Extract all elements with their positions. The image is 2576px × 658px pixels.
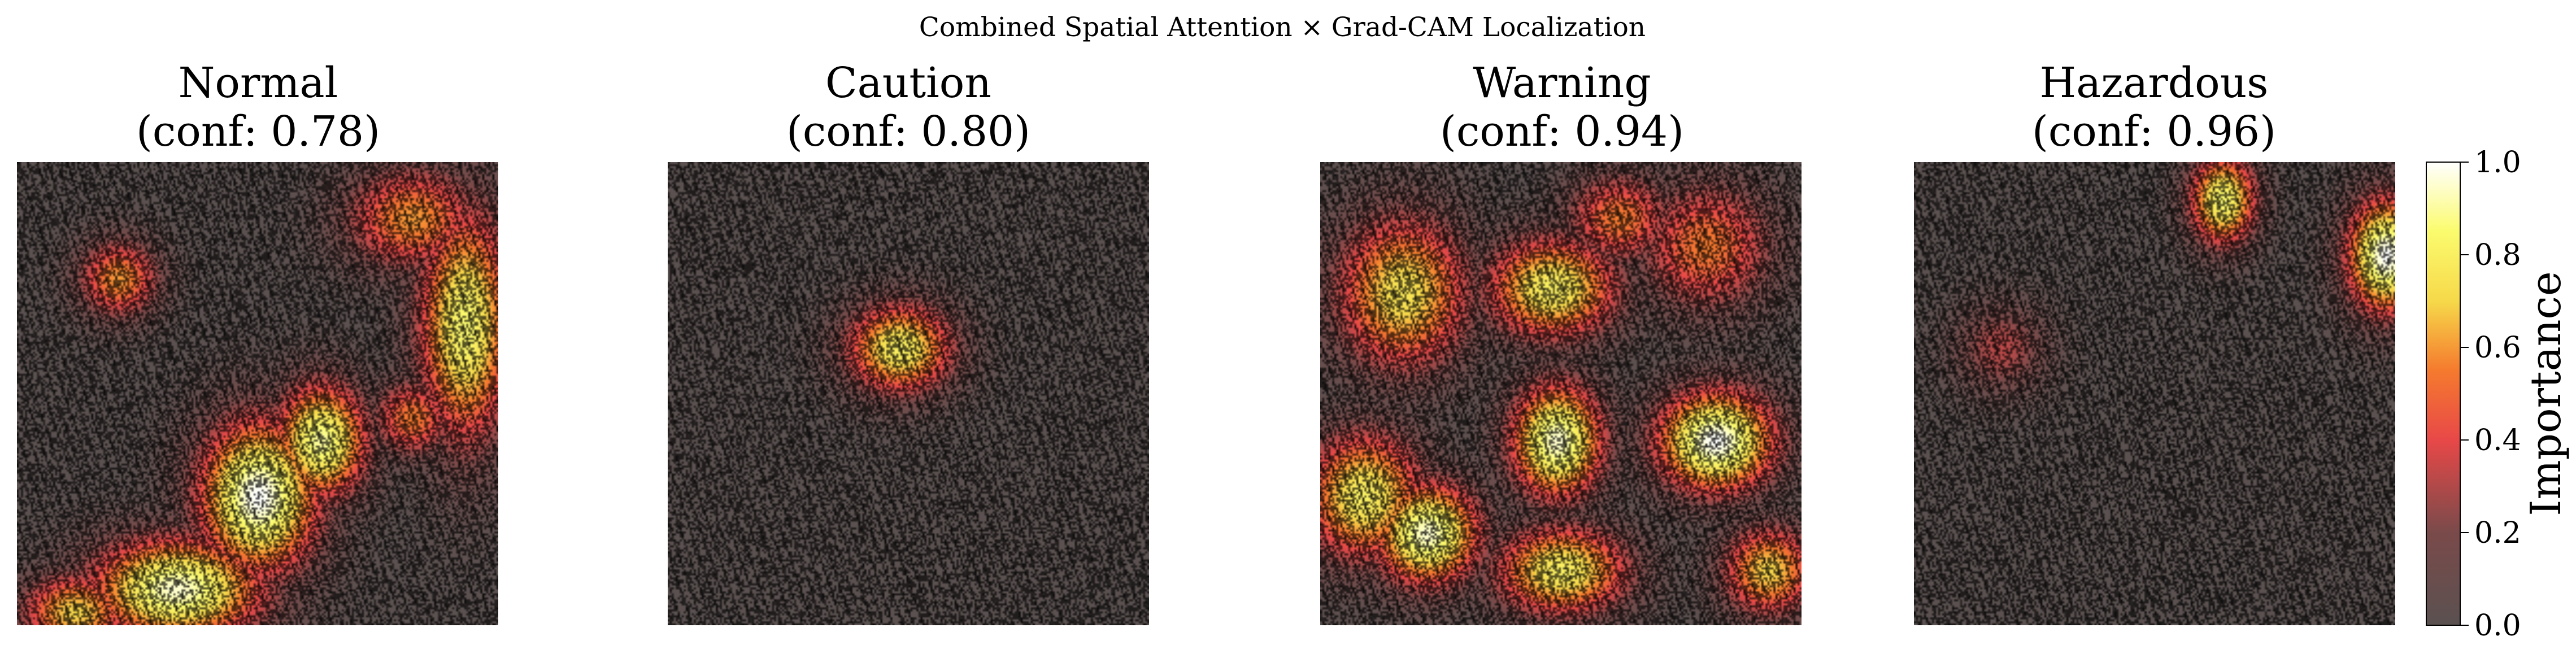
colorbar-tick-label: 0.8	[2474, 238, 2521, 272]
colorbar: 0.0 0.2 0.4 0.6 0.8 1.0 Importance	[2426, 146, 2570, 643]
panel-title-line1: Hazardous	[2040, 59, 2269, 107]
heatmap-image	[1914, 162, 2395, 625]
colorbar-tick-label: 0.6	[2474, 331, 2521, 365]
panel-normal: Normal (conf: 0.78)	[17, 59, 498, 625]
panel-title-line2: (conf: 0.80)	[786, 107, 1030, 156]
panel-title-line1: Normal	[179, 59, 338, 107]
colorbar-gradient	[2426, 162, 2461, 626]
colorbar-tick-label: 1.0	[2474, 146, 2521, 180]
colorbar-label: Importance	[2522, 271, 2570, 516]
colorbar-tick-label: 0.0	[2474, 609, 2521, 643]
panel-title-line1: Warning	[1473, 59, 1651, 107]
panel-title-line2: (conf: 0.96)	[2032, 107, 2276, 156]
heatmap-image	[1320, 162, 1802, 625]
panel-title-line1: Caution	[825, 59, 991, 107]
figure-suptitle: Combined Spatial Attention × Grad-CAM Lo…	[919, 12, 1646, 43]
colorbar-tick-label: 0.4	[2474, 424, 2521, 457]
panel-title-line2: (conf: 0.78)	[136, 107, 380, 156]
colorbar-tick-label: 0.2	[2474, 516, 2521, 550]
heatmap-image	[668, 162, 1149, 625]
panel-warning: Warning (conf: 0.94)	[1320, 59, 1802, 625]
colorbar-ticks: 0.0 0.2 0.4 0.6 0.8 1.0	[2460, 146, 2521, 643]
heatmap-image	[17, 162, 498, 625]
panel-hazardous: Hazardous (conf: 0.96)	[1914, 59, 2395, 625]
panel-caution: Caution (conf: 0.80)	[668, 59, 1149, 625]
panel-title-line2: (conf: 0.94)	[1440, 107, 1684, 156]
